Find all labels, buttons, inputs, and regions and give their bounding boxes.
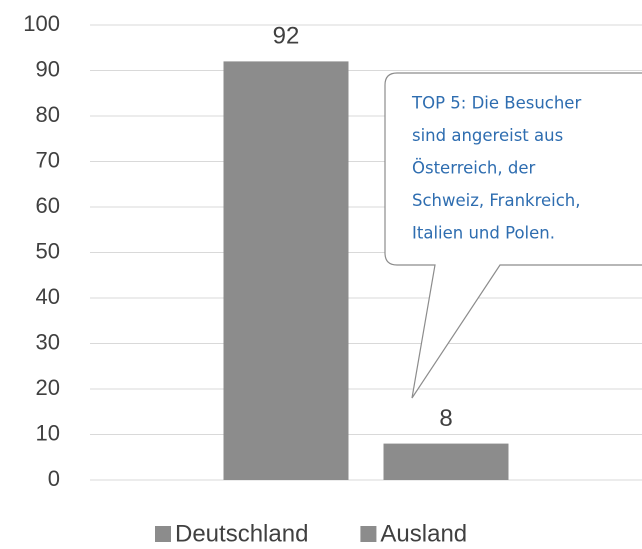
legend-label: Deutschland xyxy=(175,520,308,547)
value-label: 92 xyxy=(273,23,300,50)
y-tick-label: 20 xyxy=(36,375,60,400)
legend-label: Ausland xyxy=(380,520,467,547)
y-tick-label: 70 xyxy=(36,147,60,172)
y-tick-label: 50 xyxy=(36,238,60,263)
callout: TOP 5: Die Besucher sind angereist aus Öst… xyxy=(384,72,642,399)
y-tick-label: 30 xyxy=(36,329,60,354)
annotation-line: sind angereist aus xyxy=(412,126,563,145)
y-tick-label: 0 xyxy=(48,466,60,491)
legend-swatch xyxy=(360,526,377,542)
y-tick-label: 10 xyxy=(36,420,60,445)
bar xyxy=(383,443,509,480)
legend-swatch xyxy=(155,526,171,542)
y-tick-label: 60 xyxy=(36,193,60,218)
y-tick-label: 100 xyxy=(23,11,60,36)
annotation-line: TOP 5: Die Besucher xyxy=(411,94,581,113)
value-label: 8 xyxy=(439,405,452,432)
annotation-line: Italien und Polen. xyxy=(412,224,555,243)
y-tick-label: 40 xyxy=(36,284,60,309)
y-tick-label: 80 xyxy=(36,102,60,127)
callout-box xyxy=(384,72,642,399)
bar xyxy=(223,61,349,481)
annotation-line: Österreich, der xyxy=(412,159,535,178)
annotation-line: Schweiz, Frankreich, xyxy=(412,191,581,210)
y-tick-label: 90 xyxy=(36,56,60,81)
